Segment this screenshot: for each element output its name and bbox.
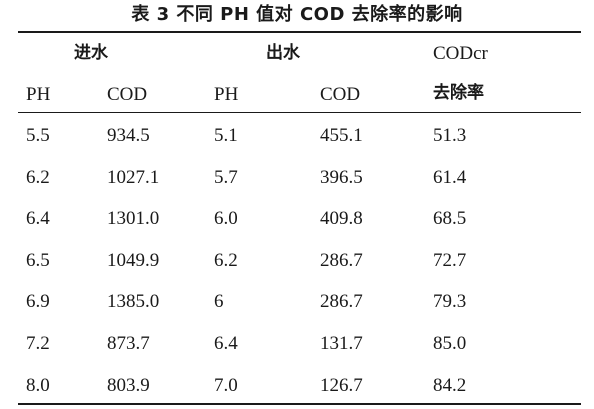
header-ph-in: PH [26,84,51,105]
cell-cod-out: 396.5 [320,167,363,188]
cell-ph-in: 6.9 [26,291,50,312]
cell-ph-in: 6.5 [26,250,50,271]
top-rule [18,31,581,33]
cell-cod-in: 1027.1 [107,167,160,188]
cell-cod-in: 1049.9 [107,250,160,271]
cell-ph-out: 6.0 [214,208,238,229]
header-rule [18,112,581,113]
header-removal-bottom: 去除率 [433,83,484,103]
cell-cod-out: 409.8 [320,208,363,229]
cell-ph-out: 6.4 [214,333,238,354]
cell-ph-in: 6.2 [26,167,50,188]
cell-cod-in: 1301.0 [107,208,160,229]
cell-removal: 84.2 [433,375,467,396]
cell-ph-out: 6.2 [214,250,238,271]
cell-removal: 72.7 [433,250,467,271]
cell-removal: 85.0 [433,333,467,354]
cell-ph-out: 7.0 [214,375,238,396]
cell-cod-out: 455.1 [320,125,363,146]
cell-removal: 79.3 [433,291,467,312]
cell-removal: 51.3 [433,125,467,146]
cell-cod-in: 1385.0 [107,291,160,312]
header-ph-out: PH [214,84,239,105]
cell-cod-out: 131.7 [320,333,363,354]
header-cod-out: COD [320,84,361,105]
cell-cod-out: 286.7 [320,291,363,312]
header-effluent: 出水 [266,43,300,63]
cell-ph-out: 6 [214,291,224,312]
table-caption: 表 3 不同 PH 值对 COD 去除率的影响 [131,4,463,25]
cell-cod-in: 934.5 [107,125,150,146]
header-influent: 进水 [74,43,108,63]
cell-ph-out: 5.1 [214,125,238,146]
cell-cod-in: 873.7 [107,333,150,354]
cell-removal: 61.4 [433,167,467,188]
cell-removal: 68.5 [433,208,467,229]
cell-cod-out: 126.7 [320,375,363,396]
cell-ph-in: 6.4 [26,208,50,229]
cell-ph-out: 5.7 [214,167,238,188]
bottom-rule [18,403,581,405]
header-cod-in: COD [107,84,148,105]
cell-ph-in: 8.0 [26,375,50,396]
header-removal-top: CODcr [433,43,488,64]
cell-cod-out: 286.7 [320,250,363,271]
cell-ph-in: 7.2 [26,333,50,354]
cell-cod-in: 803.9 [107,375,150,396]
cell-ph-in: 5.5 [26,125,50,146]
